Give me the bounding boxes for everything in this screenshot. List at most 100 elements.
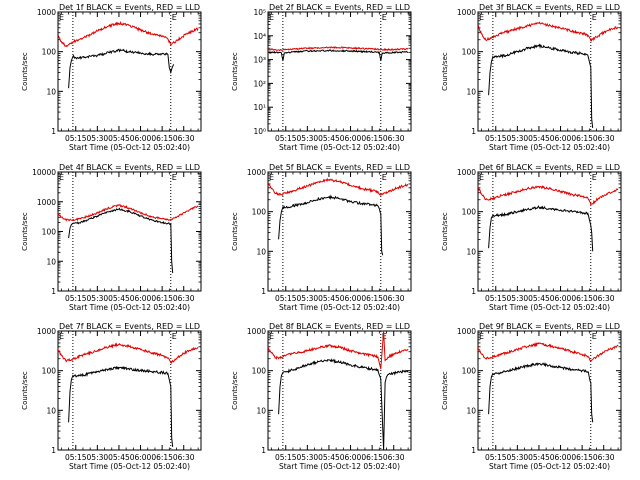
series-line-events (68, 365, 174, 447)
y-tick-label: 100 (252, 367, 267, 376)
panel-title: Det 8f BLACK = Events, RED = LLD (269, 322, 410, 331)
y-axis-label: Counts/sec (441, 212, 449, 251)
y-tick-label: 100 (462, 48, 477, 57)
y-tick-label: 100 (42, 48, 57, 57)
x-tick-label: 05:30 (87, 294, 109, 303)
e-marker: E (479, 173, 484, 182)
e-marker: E (592, 13, 597, 22)
series-line-events (488, 362, 594, 423)
e-marker: E (59, 332, 64, 341)
panel-det-3: Det 3f BLACK = Events, RED = LLD Start Ti… (441, 3, 622, 152)
y-axis-label: Counts/sec (21, 371, 29, 410)
y-tick-label: 100 (462, 367, 477, 376)
x-axis-label: Start Time (05-Oct-12 05:02:40) (69, 462, 190, 471)
y-tick-label: 10 (256, 247, 266, 256)
plot-frame (57, 171, 202, 292)
y-tick-label: 1 (51, 127, 56, 136)
y-tick-label: 1 (261, 287, 266, 296)
y-tick-label: 1000 (457, 168, 476, 177)
x-tick-label: 05:45 (528, 294, 550, 303)
panel-det-9: Det 9f BLACK = Events, RED = LLD Start Ti… (441, 322, 622, 471)
x-tick-label: 05:15 (275, 134, 297, 143)
series-line-lld (58, 20, 199, 48)
e-marker: E (59, 13, 64, 22)
x-tick-label: 05:45 (108, 134, 130, 143)
y-tick-label: 1 (261, 446, 266, 455)
panel-det-5: Det 5f BLACK = Events, RED = LLD Start Ti… (231, 163, 412, 312)
x-tick-label: 06:15 (151, 453, 173, 462)
e-marker: E (382, 13, 387, 22)
x-tick-label: 06:30 (593, 453, 615, 462)
y-axis-label: Counts/sec (231, 212, 239, 251)
panel-title: Det 1f BLACK = Events, RED = LLD (59, 3, 200, 12)
e-marker: E (592, 173, 597, 182)
panel-det-4: Det 4f BLACK = Events, RED = LLD Start Ti… (21, 163, 202, 312)
y-tick-label: 100 (42, 367, 57, 376)
x-axis-label: Start Time (05-Oct-12 05:02:40) (279, 462, 400, 471)
y-tick-label: 10³ (253, 56, 266, 65)
x-tick-label: 05:30 (297, 134, 319, 143)
y-tick-label: 1 (471, 127, 476, 136)
y-tick-label: 1000 (247, 168, 266, 177)
y-axis-label: Counts/sec (21, 52, 29, 91)
x-tick-label: 06:15 (571, 134, 593, 143)
x-axis-label: Start Time (05-Oct-12 05:02:40) (489, 303, 610, 312)
x-tick-label: 05:15 (485, 294, 507, 303)
y-tick-label: 1 (51, 287, 56, 296)
y-tick-label: 10⁵ (253, 8, 266, 17)
series-line-events (278, 194, 384, 256)
series-line-lld (478, 21, 619, 42)
y-tick-label: 10 (466, 406, 476, 415)
x-axis-label: Start Time (05-Oct-12 05:02:40) (279, 143, 400, 152)
panel-det-8: Det 8f BLACK = Events, RED = LLD Start Ti… (231, 322, 412, 471)
y-axis-label: Counts/sec (21, 212, 29, 251)
series-line-events (68, 207, 174, 274)
x-tick-label: 05:15 (485, 134, 507, 143)
x-axis-label: Start Time (05-Oct-12 05:02:40) (279, 303, 400, 312)
x-tick-label: 06:15 (571, 453, 593, 462)
x-tick-label: 06:00 (550, 294, 572, 303)
x-tick-label: 06:00 (340, 294, 362, 303)
panel-det-1: Det 1f BLACK = Events, RED = LLD Start Ti… (21, 3, 202, 152)
e-marker: E (269, 332, 274, 341)
e-marker: E (269, 13, 274, 22)
x-tick-label: 05:30 (87, 134, 109, 143)
y-tick-label: 10⁰ (253, 127, 266, 136)
plot-frame (57, 11, 202, 132)
series-line-lld (478, 341, 619, 362)
x-tick-label: 05:30 (507, 453, 529, 462)
x-tick-label: 06:15 (361, 294, 383, 303)
plot-frame (477, 11, 622, 132)
x-tick-label: 05:45 (318, 134, 340, 143)
x-axis-label: Start Time (05-Oct-12 05:02:40) (69, 303, 190, 312)
series-line-events (278, 358, 409, 450)
series-line-lld (478, 185, 619, 206)
x-tick-label: 05:15 (65, 294, 87, 303)
panel-title: Det 2f BLACK = Events, RED = LLD (269, 3, 410, 12)
y-tick-label: 1 (471, 287, 476, 296)
series-line-lld (268, 46, 409, 52)
y-tick-label: 1000 (247, 327, 266, 336)
y-tick-label: 100 (252, 208, 267, 217)
plot-frame (267, 171, 412, 292)
y-tick-label: 1000 (37, 198, 56, 207)
x-tick-label: 05:45 (528, 134, 550, 143)
y-tick-label: 10 (46, 257, 56, 266)
x-tick-label: 06:15 (151, 134, 173, 143)
x-tick-label: 06:30 (383, 134, 405, 143)
e-marker: E (382, 173, 387, 182)
x-tick-label: 06:30 (383, 453, 405, 462)
x-axis-label: Start Time (05-Oct-12 05:02:40) (489, 143, 610, 152)
y-tick-label: 100 (42, 228, 57, 237)
x-axis-label: Start Time (05-Oct-12 05:02:40) (489, 462, 610, 471)
x-tick-label: 06:30 (593, 134, 615, 143)
x-tick-label: 06:00 (130, 294, 152, 303)
y-tick-label: 10 (46, 87, 56, 96)
x-tick-label: 05:15 (275, 294, 297, 303)
series-line-lld (58, 204, 199, 222)
y-tick-label: 10⁴ (253, 32, 266, 41)
x-tick-label: 05:45 (528, 453, 550, 462)
y-tick-label: 10000 (32, 168, 56, 177)
e-marker: E (59, 173, 64, 182)
y-tick-label: 1000 (457, 8, 476, 17)
